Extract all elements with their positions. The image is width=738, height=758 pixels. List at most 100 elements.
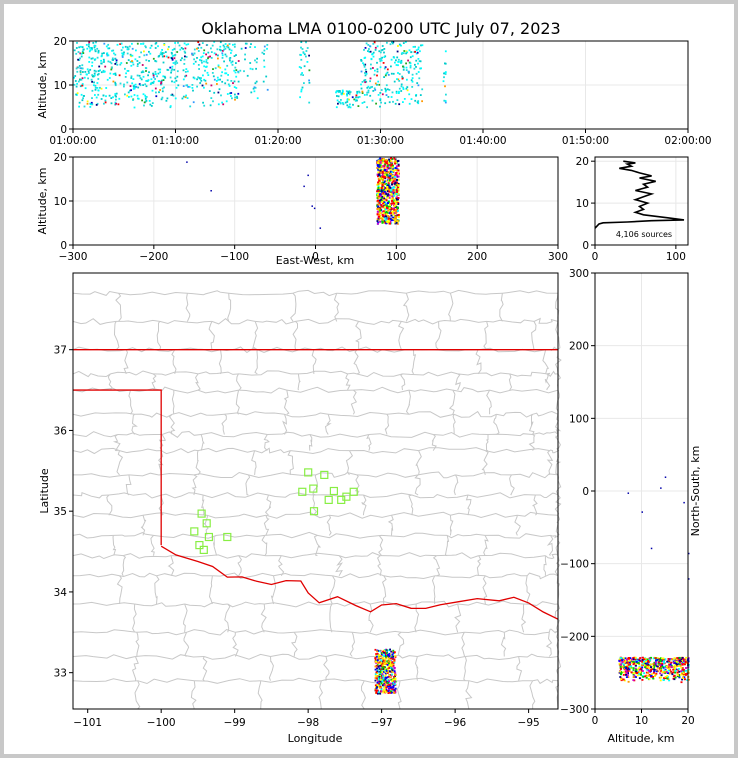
ew-xtick-0: −300	[59, 251, 88, 263]
ns-source-point	[678, 670, 681, 673]
ew-source-point	[391, 164, 394, 167]
county-line	[455, 373, 461, 391]
time-source-point	[234, 66, 237, 69]
time-source-point	[360, 83, 362, 86]
county-line	[298, 370, 348, 375]
map-source-point	[384, 653, 387, 655]
time-source-point	[300, 46, 302, 49]
county-line	[463, 656, 467, 682]
ns-source-point	[641, 661, 644, 663]
county-line	[376, 555, 382, 576]
time-source-point	[185, 68, 188, 70]
county-line	[297, 373, 301, 391]
ew-source-point	[392, 177, 395, 180]
time-source-point	[100, 62, 103, 65]
time-source-point	[112, 73, 115, 75]
ns-source-point	[641, 670, 644, 672]
time-source-point	[396, 56, 399, 59]
time-source-point	[91, 57, 94, 60]
time-source-point	[335, 90, 338, 93]
ns-source-point	[659, 660, 662, 662]
county-line	[485, 573, 528, 579]
time-source-point	[366, 93, 368, 96]
time-source-point	[418, 77, 421, 80]
time-source-point	[111, 49, 113, 52]
county-line	[128, 472, 194, 477]
map-source-point	[388, 667, 391, 669]
map-source-point	[384, 675, 387, 677]
county-line	[317, 533, 382, 539]
time-source-point	[148, 60, 150, 62]
ns-source-point	[652, 665, 655, 668]
county-line	[457, 372, 510, 377]
ew-source-point	[394, 179, 397, 182]
county-line	[270, 575, 277, 605]
time-source-point	[216, 76, 219, 79]
map-source-point	[387, 660, 390, 663]
ns-source-point	[632, 672, 635, 674]
ew-source-point	[379, 182, 382, 185]
county-line	[332, 572, 384, 579]
time-source-point	[383, 51, 385, 54]
time-source-point	[213, 78, 216, 81]
time-source-point	[256, 57, 258, 60]
time-xtick-6: 02:00:00	[664, 135, 711, 147]
time-source-point	[380, 89, 383, 91]
time-source-point	[237, 92, 240, 95]
ns-source-point	[673, 674, 676, 677]
time-source-point	[78, 46, 81, 49]
time-source-point	[217, 103, 220, 106]
ew-source-point	[393, 167, 396, 170]
map-source-point	[392, 691, 395, 694]
map-source-point	[388, 691, 391, 694]
map-source-point	[386, 655, 388, 657]
ns-source-point	[629, 657, 632, 659]
map-source-point	[386, 682, 389, 684]
time-source-point	[126, 46, 129, 49]
map-source-point	[391, 669, 394, 672]
ew-source-point	[396, 198, 398, 201]
ew-source-point	[376, 220, 379, 223]
station-marker	[190, 527, 199, 536]
time-source-point	[379, 99, 382, 102]
map-source-point	[385, 686, 388, 689]
station-marker	[223, 532, 232, 542]
time-source-point	[253, 90, 256, 93]
county-line	[202, 492, 269, 499]
time-source-point	[91, 97, 93, 99]
time-source-point	[134, 58, 137, 61]
ns-source-point	[645, 668, 648, 671]
time-source-point	[209, 55, 211, 58]
county-line	[239, 370, 299, 376]
map-source-point	[393, 671, 396, 674]
ns-source-point	[626, 658, 628, 661]
ew-source-point	[381, 175, 384, 178]
time-source-point	[122, 53, 124, 55]
time-source-point	[407, 70, 410, 73]
time-source-point	[393, 56, 396, 59]
time-source-point	[162, 79, 165, 81]
time-source-point	[236, 97, 239, 99]
time-source-point	[406, 86, 409, 88]
time-source-point	[226, 45, 228, 48]
ns-source-point	[629, 663, 631, 666]
ns-source-point	[635, 661, 638, 663]
ew-source-point	[391, 197, 394, 200]
time-source-point	[376, 83, 378, 86]
time-source-point	[91, 61, 94, 64]
county-line	[106, 494, 113, 516]
time-source-point	[134, 83, 137, 86]
ew-source-point	[377, 177, 380, 180]
ns-source-point	[649, 667, 651, 670]
map-ytick-2: 35	[54, 506, 67, 518]
time-source-point	[156, 75, 158, 78]
ns-source-point	[652, 677, 655, 680]
map-source-point	[383, 683, 386, 686]
time-source-point	[244, 53, 246, 56]
ns-source-point	[673, 657, 676, 660]
county-line	[411, 493, 469, 499]
ew-source-point	[311, 205, 313, 207]
ew-source-point	[396, 188, 398, 191]
